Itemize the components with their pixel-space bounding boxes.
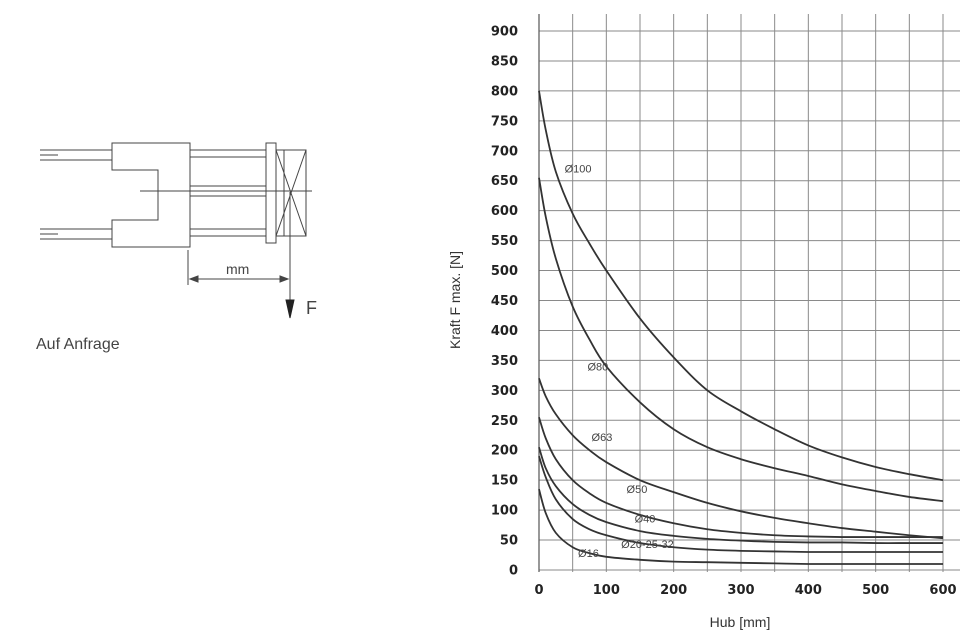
force-label: F	[306, 298, 317, 318]
curve-labels: Ø100 Ø80 Ø63 Ø50 Ø40 Ø20-25-32 Ø16	[565, 164, 674, 560]
x-tick-label-400: 400	[795, 583, 822, 598]
force-stroke-chart: 0 50 100 150 200 250 300 350 400 450 500 550 600 650 7…	[447, 14, 960, 630]
y-tick-label-850: 850	[491, 54, 518, 69]
y-tick-label-150: 150	[491, 474, 518, 489]
y-tick-label-200: 200	[491, 444, 518, 459]
y-tick-label-500: 500	[491, 264, 518, 279]
y-tick-label-650: 650	[491, 174, 518, 189]
x-tick-label-100: 100	[593, 583, 620, 598]
y-tick-label-600: 600	[491, 204, 518, 219]
y-tick-label-100: 100	[491, 504, 518, 519]
series-line-6	[538, 488, 943, 565]
y-tick-label-550: 550	[491, 234, 518, 249]
note-text: Auf Anfrage	[36, 336, 120, 353]
y-tick-label-700: 700	[491, 144, 518, 159]
x-axis-label: Hub [mm]	[710, 614, 771, 630]
y-tick-label-750: 750	[491, 114, 518, 129]
x-tick-label-200: 200	[660, 583, 687, 598]
y-tick-label-300: 300	[491, 384, 518, 399]
curves	[538, 90, 944, 565]
tick-labels: 0 50 100 150 200 250 300 350 400 450 500 550 600 650 7…	[491, 25, 957, 599]
y-axis-label: Kraft F max. [N]	[447, 251, 463, 349]
dimension-label: mm	[226, 261, 249, 277]
series-label-0: Ø100	[565, 164, 592, 176]
series-line-4	[538, 446, 943, 544]
series-label-5: Ø20-25-32	[621, 539, 674, 551]
series-line-3	[538, 417, 943, 539]
series-label-3: Ø50	[627, 484, 648, 496]
series-label-1: Ø80	[587, 361, 608, 373]
grid	[538, 14, 960, 572]
series-label-4: Ø40	[635, 513, 656, 525]
y-tick-label-800: 800	[491, 84, 518, 99]
x-tick-label-600: 600	[929, 583, 956, 598]
x-tick-label-500: 500	[862, 583, 889, 598]
series-line-5	[538, 455, 943, 553]
series-label-6: Ø16	[578, 548, 599, 560]
y-tick-label-400: 400	[491, 324, 518, 339]
y-tick-label-50: 50	[500, 534, 518, 549]
y-tick-label-350: 350	[491, 354, 518, 369]
series-line-1	[538, 177, 944, 503]
y-tick-label-450: 450	[491, 294, 518, 309]
y-tick-label-250: 250	[491, 414, 518, 429]
cylinder-sketch	[40, 142, 312, 319]
x-tick-label-0: 0	[534, 583, 543, 598]
y-tick-label-0: 0	[509, 564, 518, 579]
series-line-2	[538, 378, 944, 540]
x-tick-label-300: 300	[727, 583, 754, 598]
series-line-0	[538, 90, 944, 482]
y-tick-label-900: 900	[491, 25, 518, 40]
series-label-2: Ø63	[592, 432, 613, 444]
